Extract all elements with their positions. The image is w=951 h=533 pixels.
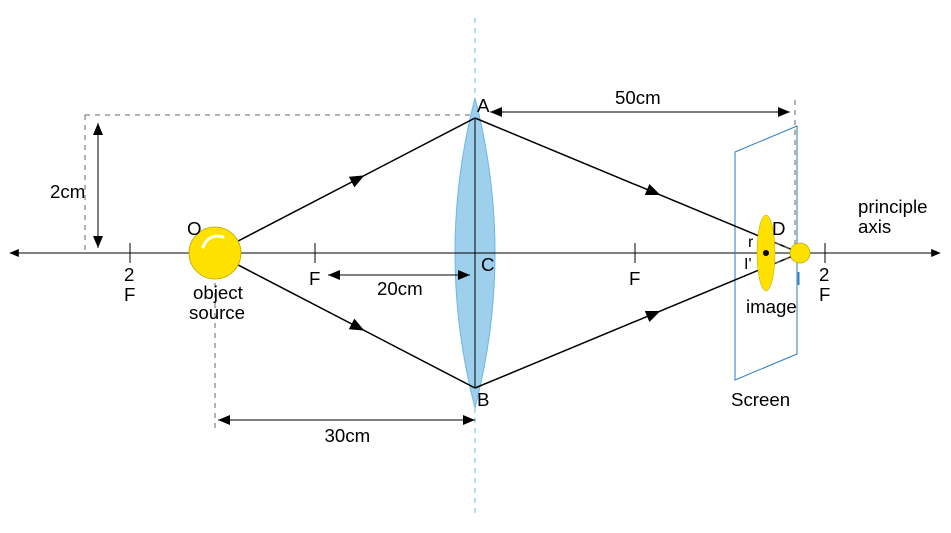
dim-50cm-label: 50cm: [615, 87, 661, 108]
image-point-I: [790, 243, 810, 263]
dim-2cm-label: 2cm: [50, 181, 85, 202]
label-A: A: [477, 95, 490, 116]
image-center-dot: [763, 250, 769, 256]
label-I: I: [796, 268, 801, 289]
label-screen: Screen: [731, 389, 790, 410]
label-Iprime: I': [744, 256, 752, 273]
label-B: B: [477, 389, 489, 410]
dim-30cm-label: 30cm: [325, 425, 371, 446]
label-2F-right-F: F: [819, 284, 830, 305]
label-axis-word: axis: [858, 216, 891, 237]
label-D: D: [772, 218, 785, 239]
label-F-right: F: [629, 268, 640, 289]
label-O: O: [187, 218, 202, 239]
label-2F-left-2: 2: [124, 264, 134, 285]
label-source: source: [189, 302, 245, 323]
label-2F-right-2: 2: [819, 264, 829, 285]
label-F-left: F: [309, 268, 320, 289]
label-C: C: [481, 254, 494, 275]
label-principle: principle: [858, 196, 927, 217]
label-2F-left-F: F: [124, 284, 135, 305]
label-image: image: [746, 296, 797, 317]
label-r: r: [748, 234, 754, 251]
label-object: object: [193, 282, 244, 303]
dim-20cm-label: 20cm: [377, 278, 423, 299]
